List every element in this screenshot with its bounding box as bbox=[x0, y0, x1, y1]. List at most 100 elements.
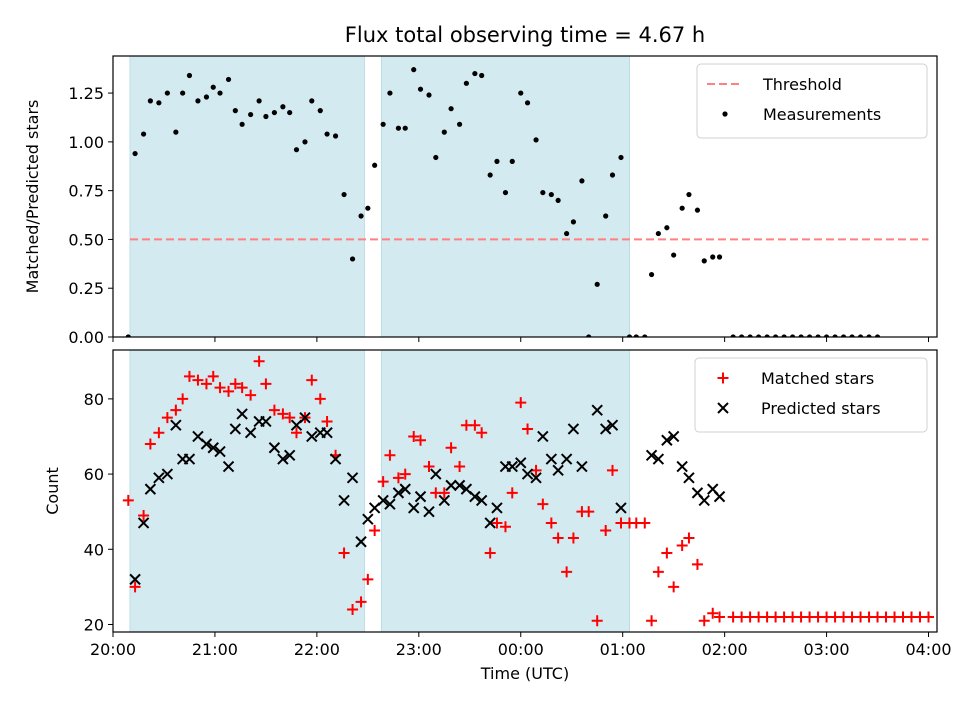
matched-star-point bbox=[545, 517, 557, 529]
measurement-point bbox=[387, 90, 393, 96]
matched-star-point bbox=[384, 449, 396, 461]
matched-star-point bbox=[438, 487, 450, 499]
matched-star-point bbox=[415, 434, 427, 446]
measurement-point bbox=[302, 139, 308, 145]
matched-star-point bbox=[606, 464, 618, 476]
measurement-point bbox=[533, 137, 539, 143]
matched-star-point bbox=[683, 532, 695, 544]
ratio-panel: 0.00 0.25 0.50 0.75 1.00 1.25 Matched/Predicte… bbox=[23, 55, 938, 347]
matched-star-point bbox=[229, 378, 241, 390]
measurement-point bbox=[280, 104, 286, 110]
matched-star-point bbox=[469, 419, 481, 431]
predicted-star-point bbox=[661, 434, 673, 446]
y-tick-label: 0.25 bbox=[68, 279, 104, 298]
measurement-point bbox=[232, 108, 238, 114]
measurement-point bbox=[195, 98, 201, 104]
y-tick-label: 0.00 bbox=[68, 328, 104, 347]
predicted-star-point bbox=[652, 453, 665, 465]
measurement-point bbox=[518, 90, 524, 96]
measurement-point bbox=[747, 334, 753, 337]
x-tick-label: 23:00 bbox=[396, 640, 442, 659]
predicted-star-point bbox=[399, 483, 411, 495]
measurement-point bbox=[287, 109, 293, 116]
matched-star-point bbox=[144, 438, 156, 450]
predicted-star-point bbox=[299, 411, 311, 424]
shaded-window bbox=[380, 350, 630, 632]
measurement-point bbox=[225, 76, 232, 83]
measurement-point bbox=[642, 334, 648, 337]
matched-star-point bbox=[646, 615, 658, 627]
measurement-point bbox=[256, 98, 262, 104]
predicted-star-point bbox=[560, 453, 573, 465]
predicted-star-point bbox=[222, 460, 235, 473]
measurement-point bbox=[806, 334, 813, 337]
matched-star-point bbox=[306, 374, 318, 386]
matched-star-point bbox=[676, 540, 688, 552]
matched-star-point bbox=[661, 547, 673, 559]
predicted-star-point bbox=[207, 442, 219, 454]
predicted-star-point bbox=[229, 423, 242, 435]
shaded-window bbox=[129, 350, 365, 632]
predicted-star-point bbox=[153, 472, 165, 484]
legend-box bbox=[696, 63, 928, 139]
plot-area bbox=[125, 56, 929, 337]
measurement-point bbox=[524, 100, 531, 106]
measurement-point bbox=[426, 92, 432, 98]
predicted-star-point bbox=[137, 517, 150, 529]
predicted-star-point bbox=[552, 464, 564, 477]
predicted-star-point bbox=[183, 453, 196, 465]
predicted-star-point bbox=[430, 468, 442, 480]
measurement-point bbox=[147, 98, 153, 104]
matched-star-point bbox=[138, 509, 150, 521]
matched-star-point bbox=[707, 607, 719, 619]
matched-star-point bbox=[552, 532, 564, 544]
predicted-star-point bbox=[530, 472, 542, 484]
predicted-star-point bbox=[260, 415, 272, 428]
x-tick-label: 22:00 bbox=[294, 640, 340, 659]
predicted-star-point bbox=[161, 468, 174, 480]
measurement-point bbox=[395, 125, 402, 131]
matched-star-point bbox=[268, 404, 280, 416]
measurement-point bbox=[239, 121, 245, 127]
measurement-point bbox=[739, 334, 745, 337]
matched-star-point bbox=[183, 370, 195, 382]
legend-entry-label: Predicted stars bbox=[761, 399, 881, 418]
matched-star-point bbox=[484, 547, 496, 559]
predicted-star-point bbox=[144, 483, 157, 495]
measurement-point bbox=[349, 256, 356, 262]
x-tick-label: 00:00 bbox=[498, 640, 544, 659]
predicted-star-point bbox=[377, 494, 389, 507]
y-tick-label: 60 bbox=[84, 465, 104, 484]
measurement-point bbox=[648, 271, 655, 278]
matched-star-point bbox=[445, 442, 457, 454]
predicted-star-point bbox=[321, 427, 333, 439]
predicted-star-point bbox=[491, 502, 503, 514]
measurement-point bbox=[140, 131, 147, 137]
measurement-point bbox=[564, 230, 570, 237]
measurement-point bbox=[694, 207, 701, 213]
measurement-point bbox=[365, 205, 371, 211]
measurement-point bbox=[433, 154, 439, 161]
matched-star-point bbox=[668, 581, 680, 593]
predicted-star-point bbox=[521, 468, 534, 480]
y-tick-label: 80 bbox=[84, 390, 104, 409]
shaded-window bbox=[129, 56, 365, 337]
measurement-point bbox=[402, 125, 408, 131]
matched-star-point bbox=[284, 412, 296, 424]
measurement-point bbox=[324, 131, 330, 137]
measurement-point bbox=[701, 258, 707, 264]
axes-frame bbox=[112, 55, 938, 338]
predicted-star-point bbox=[423, 505, 435, 518]
matched-star-point bbox=[476, 427, 488, 439]
measurement-point bbox=[463, 80, 469, 86]
y-tick-label: 0.50 bbox=[68, 230, 104, 249]
predicted-star-point bbox=[408, 502, 420, 514]
matched-star-point bbox=[338, 547, 350, 559]
x-tick-label: 04:00 bbox=[905, 640, 951, 659]
measurement-point bbox=[832, 334, 838, 337]
predicted-star-point bbox=[537, 430, 549, 443]
measurement-point bbox=[874, 334, 881, 337]
matched-star-point bbox=[561, 566, 573, 578]
predicted-star-point bbox=[355, 536, 367, 548]
